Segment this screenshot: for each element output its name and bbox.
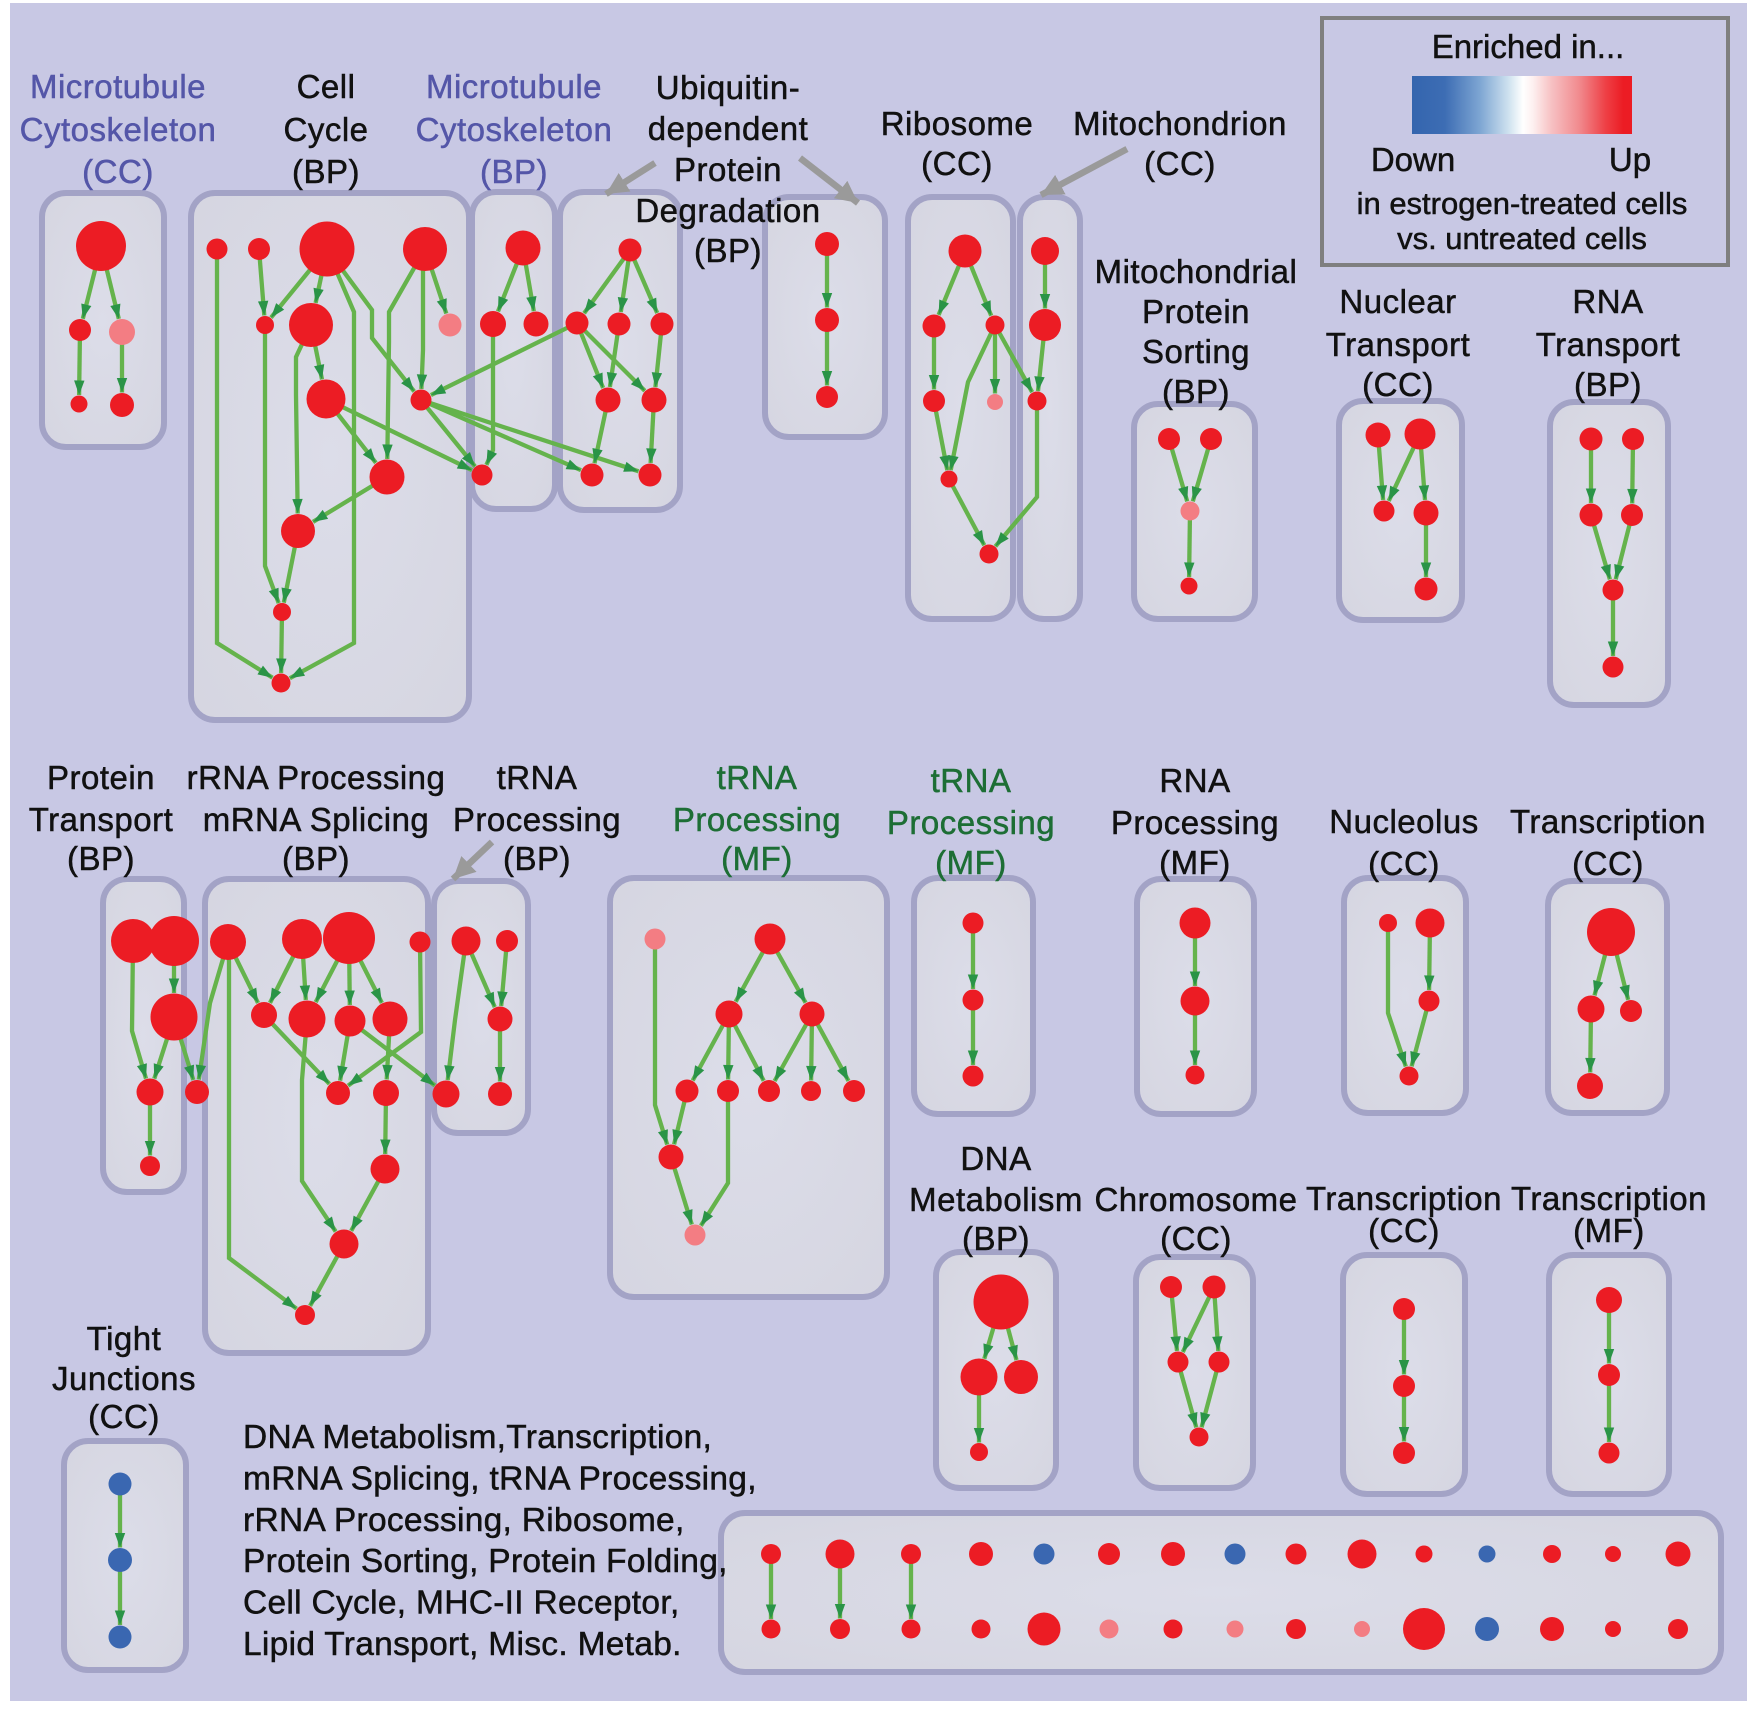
svg-text:Mitochondrial: Mitochondrial xyxy=(1095,253,1298,290)
svg-text:(BP): (BP) xyxy=(67,840,135,877)
svg-text:Degradation: Degradation xyxy=(635,192,820,229)
svg-text:(MF): (MF) xyxy=(935,844,1007,881)
svg-text:rRNA Processing: rRNA Processing xyxy=(187,759,446,796)
svg-text:(MF): (MF) xyxy=(1573,1212,1645,1249)
svg-text:(CC): (CC) xyxy=(1144,145,1216,182)
svg-text:(CC): (CC) xyxy=(1160,1220,1232,1257)
svg-text:(CC): (CC) xyxy=(88,1398,160,1435)
svg-text:Up: Up xyxy=(1609,141,1651,178)
svg-text:Lipid Transport, Misc. Metab.: Lipid Transport, Misc. Metab. xyxy=(243,1626,682,1663)
svg-text:RNA: RNA xyxy=(1572,283,1643,320)
svg-text:(BP): (BP) xyxy=(1162,373,1230,410)
svg-text:in estrogen-treated cells: in estrogen-treated cells xyxy=(1357,186,1688,221)
svg-text:(BP): (BP) xyxy=(292,153,360,190)
svg-text:Microtubule: Microtubule xyxy=(30,68,206,105)
svg-text:Protein: Protein xyxy=(1142,293,1250,330)
svg-text:(MF): (MF) xyxy=(1159,844,1231,881)
svg-text:Transport: Transport xyxy=(1326,326,1471,363)
svg-text:tRNA: tRNA xyxy=(931,762,1012,799)
svg-text:Cycle: Cycle xyxy=(283,111,368,148)
svg-text:tRNA: tRNA xyxy=(497,759,578,796)
svg-text:(CC): (CC) xyxy=(1368,845,1440,882)
svg-text:Microtubule: Microtubule xyxy=(426,68,602,105)
svg-text:Cytoskeleton: Cytoskeleton xyxy=(416,111,613,148)
svg-text:DNA Metabolism,Transcription,: DNA Metabolism,Transcription, xyxy=(243,1419,712,1456)
svg-text:Nuclear: Nuclear xyxy=(1339,283,1456,320)
svg-text:Sorting: Sorting xyxy=(1142,333,1250,370)
svg-text:(CC): (CC) xyxy=(82,153,154,190)
svg-text:Chromosome: Chromosome xyxy=(1094,1181,1297,1218)
svg-text:RNA: RNA xyxy=(1159,762,1230,799)
svg-text:mRNA Splicing: mRNA Splicing xyxy=(203,801,430,838)
svg-text:tRNA: tRNA xyxy=(717,759,798,796)
svg-text:Processing: Processing xyxy=(453,801,621,838)
svg-text:Metabolism: Metabolism xyxy=(909,1181,1083,1218)
svg-text:Protein: Protein xyxy=(47,759,155,796)
svg-text:Protein Sorting, Protein Foldi: Protein Sorting, Protein Folding, xyxy=(243,1543,728,1580)
svg-text:Protein: Protein xyxy=(674,151,782,188)
svg-text:rRNA Processing, Ribosome,: rRNA Processing, Ribosome, xyxy=(243,1502,685,1539)
svg-text:Ribosome: Ribosome xyxy=(881,105,1034,142)
svg-text:Down: Down xyxy=(1371,141,1455,178)
svg-text:Junctions: Junctions xyxy=(52,1360,196,1397)
svg-text:Processing: Processing xyxy=(673,801,841,838)
svg-text:Processing: Processing xyxy=(1111,804,1279,841)
svg-text:(CC): (CC) xyxy=(921,145,993,182)
svg-text:(CC): (CC) xyxy=(1362,366,1434,403)
svg-text:dependent: dependent xyxy=(648,110,809,147)
svg-text:Mitochondrion: Mitochondrion xyxy=(1073,105,1287,142)
svg-text:DNA: DNA xyxy=(960,1140,1031,1177)
svg-text:Processing: Processing xyxy=(887,804,1055,841)
svg-text:Transport: Transport xyxy=(29,801,174,838)
svg-text:(BP): (BP) xyxy=(282,840,350,877)
svg-text:Transport: Transport xyxy=(1536,326,1681,363)
svg-text:Transcription: Transcription xyxy=(1511,1180,1707,1217)
svg-text:(BP): (BP) xyxy=(480,153,548,190)
svg-text:vs. untreated cells: vs. untreated cells xyxy=(1397,221,1647,256)
svg-text:Enriched in...: Enriched in... xyxy=(1432,28,1625,65)
svg-text:mRNA Splicing, tRNA Processing: mRNA Splicing, tRNA Processing, xyxy=(243,1460,757,1497)
svg-text:(CC): (CC) xyxy=(1368,1212,1440,1249)
svg-text:(BP): (BP) xyxy=(962,1220,1030,1257)
svg-text:(CC): (CC) xyxy=(1572,845,1644,882)
svg-text:(MF): (MF) xyxy=(721,840,793,877)
svg-text:(BP): (BP) xyxy=(694,232,762,269)
svg-text:Cytoskeleton: Cytoskeleton xyxy=(20,111,217,148)
svg-text:Tight: Tight xyxy=(87,1320,162,1357)
svg-text:Ubiquitin-: Ubiquitin- xyxy=(656,69,800,106)
svg-text:(BP): (BP) xyxy=(1574,366,1642,403)
svg-text:Transcription: Transcription xyxy=(1306,1180,1502,1217)
svg-text:Nucleolus: Nucleolus xyxy=(1329,803,1478,840)
svg-text:Transcription: Transcription xyxy=(1510,803,1706,840)
svg-text:Cell: Cell xyxy=(297,68,356,105)
svg-text:Cell Cycle, MHC-II Receptor,: Cell Cycle, MHC-II Receptor, xyxy=(243,1585,680,1622)
svg-text:(BP): (BP) xyxy=(503,840,571,877)
